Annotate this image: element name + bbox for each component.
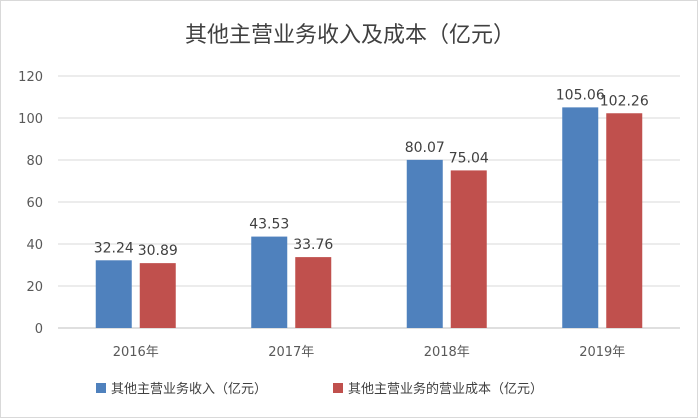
x-tick-label: 2017年 [268, 345, 314, 360]
bar-cost [606, 113, 643, 328]
data-label: 43.53 [249, 217, 289, 233]
x-tick-label: 2016年 [113, 345, 159, 360]
watermark: 21世纪经济报道 21ST CENTURY BUSINESS HERALD [572, 376, 683, 404]
data-label: 75.04 [449, 150, 489, 166]
bar-revenue [95, 260, 132, 328]
y-tick-label: 120 [18, 70, 43, 85]
legend: 其他主营业务收入（亿元） 其他主营业务的营业成本（亿元） [96, 381, 543, 397]
data-label: 33.76 [293, 237, 333, 253]
bar-cost [450, 170, 487, 328]
watermark-text: 21世纪经济报道 [572, 376, 683, 394]
bars [95, 107, 643, 329]
data-label: 105.06 [556, 87, 605, 103]
x-tick-label: 2019年 [579, 345, 625, 360]
x-axis: 2016年 2017年 2018年 2019年 [113, 345, 626, 360]
bar-revenue [251, 236, 288, 328]
data-label: 80.07 [405, 140, 445, 156]
data-label: 30.89 [138, 243, 178, 259]
bar-cost [295, 257, 332, 328]
y-tick-label: 20 [26, 280, 43, 295]
watermark-subtext: 21ST CENTURY BUSINESS HERALD [580, 397, 684, 404]
legend-label-revenue: 其他主营业务收入（亿元） [111, 381, 267, 397]
y-axis: 0 20 40 60 80 100 120 [18, 70, 43, 337]
y-tick-label: 60 [26, 196, 43, 211]
y-tick-label: 100 [18, 112, 43, 127]
x-tick-label: 2018年 [424, 345, 470, 360]
legend-label-cost: 其他主营业务的营业成本（亿元） [348, 381, 543, 397]
y-tick-label: 0 [35, 322, 43, 337]
y-tick-label: 40 [26, 238, 43, 253]
chart-title: 其他主营业务收入及成本（亿元） [185, 23, 515, 48]
bar-revenue [562, 107, 599, 329]
bar-revenue [406, 159, 443, 328]
bar-cost [139, 263, 176, 328]
y-tick-label: 80 [26, 154, 43, 169]
data-label: 32.24 [94, 240, 134, 256]
data-label: 102.26 [600, 93, 649, 109]
legend-swatch-revenue [96, 383, 106, 393]
legend-swatch-cost [333, 383, 343, 393]
